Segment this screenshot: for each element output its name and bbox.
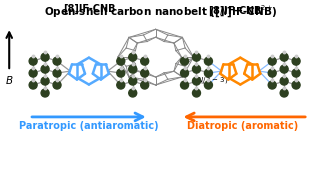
Circle shape <box>280 89 288 97</box>
Circle shape <box>180 81 188 89</box>
Text: Paratropic (antiaromatic): Paratropic (antiaromatic) <box>19 121 159 131</box>
Circle shape <box>204 57 213 65</box>
Circle shape <box>204 81 213 89</box>
Circle shape <box>29 57 37 65</box>
Circle shape <box>268 81 276 89</box>
Circle shape <box>53 57 61 65</box>
Circle shape <box>129 53 137 61</box>
Circle shape <box>53 69 61 77</box>
Circle shape <box>180 69 188 77</box>
Circle shape <box>129 65 137 73</box>
Circle shape <box>292 57 300 65</box>
Circle shape <box>193 77 201 85</box>
Circle shape <box>280 53 288 61</box>
Circle shape <box>292 69 300 77</box>
Circle shape <box>141 81 149 89</box>
Circle shape <box>117 69 125 77</box>
Circle shape <box>129 77 137 85</box>
Text: [8]IF-CNB: [8]IF-CNB <box>63 3 115 14</box>
Circle shape <box>29 69 37 77</box>
Circle shape <box>204 69 213 77</box>
Circle shape <box>29 81 37 89</box>
Circle shape <box>193 65 201 73</box>
Circle shape <box>129 89 137 97</box>
Circle shape <box>193 53 201 61</box>
Circle shape <box>141 57 149 65</box>
Circle shape <box>280 65 288 73</box>
Circle shape <box>53 81 61 89</box>
Circle shape <box>141 69 149 77</box>
Circle shape <box>41 53 49 61</box>
Text: Diatropic (aromatic): Diatropic (aromatic) <box>187 121 298 131</box>
Circle shape <box>193 89 201 97</box>
Text: $\it{B}$: $\it{B}$ <box>5 74 13 86</box>
Circle shape <box>117 57 125 65</box>
Circle shape <box>180 57 188 65</box>
Circle shape <box>41 77 49 85</box>
Circle shape <box>41 89 49 97</box>
Text: [8]IF-CNB$^{2+}$: [8]IF-CNB$^{2+}$ <box>208 3 273 19</box>
Text: Open-shell carbon nanobelt ([$\it{N}$]IF-CNB): Open-shell carbon nanobelt ([$\it{N}$]IF… <box>44 5 277 19</box>
Circle shape <box>117 81 125 89</box>
Circle shape <box>292 81 300 89</box>
Circle shape <box>268 57 276 65</box>
Circle shape <box>280 77 288 85</box>
Circle shape <box>268 69 276 77</box>
Circle shape <box>41 65 49 73</box>
Text: ($\it{N}$/2 − 3): ($\it{N}$/2 − 3) <box>195 75 229 85</box>
